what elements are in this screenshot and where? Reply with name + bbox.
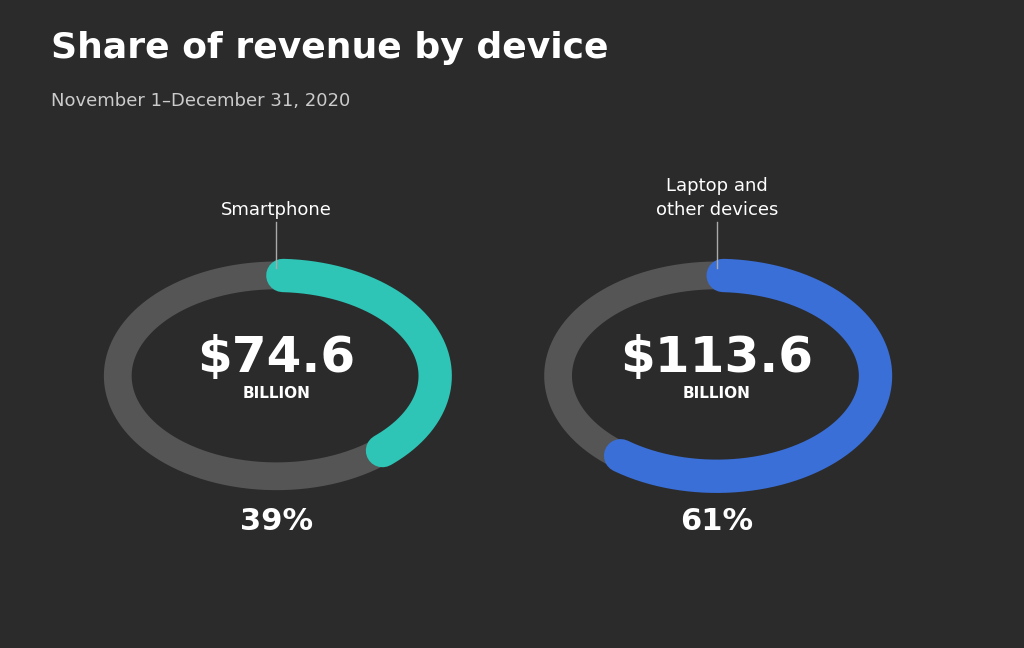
Text: Smartphone: Smartphone <box>221 201 332 219</box>
Text: Laptop and
other devices: Laptop and other devices <box>655 178 778 219</box>
Text: $74.6: $74.6 <box>198 334 355 382</box>
Text: Share of revenue by device: Share of revenue by device <box>51 31 608 65</box>
Text: BILLION: BILLION <box>683 386 751 402</box>
Text: 39%: 39% <box>240 507 313 536</box>
Text: November 1–December 31, 2020: November 1–December 31, 2020 <box>51 92 350 110</box>
Text: $113.6: $113.6 <box>621 334 813 382</box>
Text: 61%: 61% <box>680 507 754 536</box>
Text: BILLION: BILLION <box>243 386 310 402</box>
